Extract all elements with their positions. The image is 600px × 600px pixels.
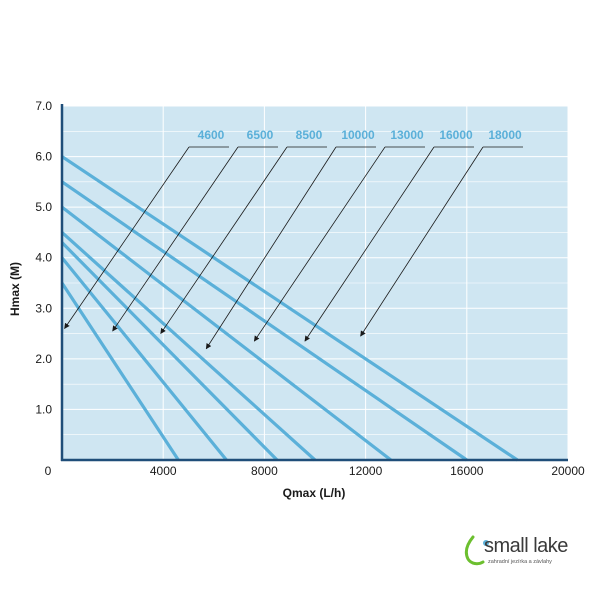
axes bbox=[60, 104, 568, 462]
series-label-16000: 16000 bbox=[439, 128, 473, 142]
x-tick-label: 0 bbox=[45, 464, 52, 478]
series-line-8500 bbox=[60, 241, 279, 462]
label-arrow-4600 bbox=[64, 146, 190, 329]
series-label-4600: 4600 bbox=[198, 128, 225, 142]
y-tick-label: 2.0 bbox=[35, 352, 52, 366]
x-axis-title: Qmax (L/h) bbox=[283, 486, 346, 500]
series-label-10000: 10000 bbox=[341, 128, 375, 142]
y-tick-label: 4.0 bbox=[35, 251, 52, 265]
series-line-6500 bbox=[60, 256, 228, 462]
series-label-18000: 18000 bbox=[488, 128, 522, 142]
y-tick-label: 5.0 bbox=[35, 200, 52, 214]
series-line-4600 bbox=[60, 282, 180, 461]
y-axis-title: Hmax (M) bbox=[8, 262, 22, 316]
y-tick-label: 3.0 bbox=[35, 301, 52, 315]
brand-tagline: zahradní jezírka a závlahy bbox=[488, 559, 552, 565]
brand-logo: small lake zahradní jezírka a závlahy bbox=[462, 533, 582, 573]
series-line-13000 bbox=[61, 205, 392, 462]
grid-lines bbox=[62, 105, 569, 460]
series-line-16000 bbox=[61, 180, 468, 462]
x-tick-label: 16000 bbox=[450, 464, 484, 478]
label-arrow-6500 bbox=[112, 146, 239, 332]
y-tick-label: 1.0 bbox=[35, 402, 52, 416]
label-leaders: 4600 6500 8500 10000 13000 16000 18000 bbox=[64, 128, 523, 350]
series-lines bbox=[60, 155, 519, 462]
x-tick-label: 8000 bbox=[251, 464, 278, 478]
label-arrow-8500 bbox=[160, 146, 288, 335]
tick-labels: 0 4000 8000 12000 16000 20000 1.0 2.0 3.0 4.0 5.0 6… bbox=[35, 99, 585, 478]
brand-name: small lake bbox=[484, 535, 568, 557]
x-tick-label: 12000 bbox=[349, 464, 383, 478]
x-tick-label: 20000 bbox=[551, 464, 585, 478]
series-label-6500: 6500 bbox=[247, 128, 274, 142]
water-drop-icon bbox=[464, 535, 489, 566]
series-label-13000: 13000 bbox=[390, 128, 424, 142]
series-label-8500: 8500 bbox=[296, 128, 323, 142]
label-arrow-13000 bbox=[253, 146, 386, 342]
label-arrow-18000 bbox=[360, 146, 484, 337]
label-arrow-16000 bbox=[304, 146, 435, 342]
y-tick-label: 7.0 bbox=[35, 99, 52, 113]
y-tick-label: 6.0 bbox=[35, 150, 52, 164]
label-arrow-10000 bbox=[205, 146, 337, 350]
x-tick-label: 4000 bbox=[150, 464, 177, 478]
series-line-18000 bbox=[61, 155, 519, 462]
